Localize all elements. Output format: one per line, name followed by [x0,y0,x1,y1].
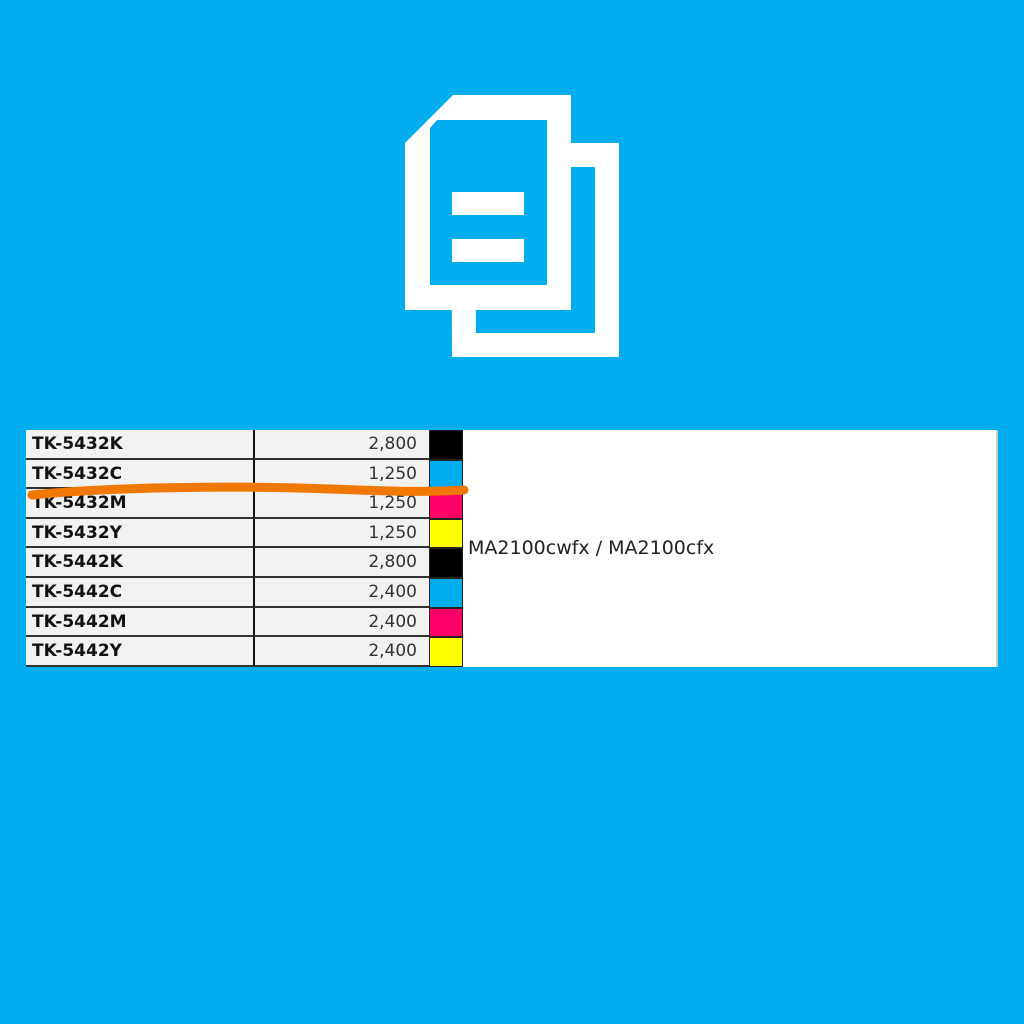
page-yield: 1,250 [253,518,429,549]
color-swatch [429,578,463,608]
toner-code: TK-5442K [26,548,253,578]
toner-table: TK-5432K 2,800 TK-5432C 1,250 TK-5432M 1… [26,430,998,667]
toner-code: TK-5432K [26,430,253,460]
color-swatch [429,607,463,638]
color-swatch [429,430,463,460]
table-row: TK-5442C 2,400 [26,578,463,608]
page-yield: 1,250 [253,489,429,519]
table-row: TK-5442K 2,800 [26,548,463,578]
toner-code: TK-5432M [26,489,253,519]
table-row: TK-5442Y 2,400 [26,637,463,667]
toner-code: TK-5442C [26,578,253,608]
printer-model: MA2100cwfx / MA2100cfx [463,430,998,667]
page-yield: 2,400 [253,578,429,608]
color-swatch [429,489,463,519]
color-swatch [429,459,463,490]
page-yield: 2,800 [253,430,429,460]
table-row: TK-5432Y 1,250 [26,518,463,549]
copy-documents-icon [405,95,619,357]
page-yield: 2,400 [253,637,429,667]
table-row: TK-5432C 1,250 [26,459,463,490]
toner-code: TK-5432C [26,459,253,490]
page-yield: 2,800 [253,548,429,578]
toner-code: TK-5432Y [26,518,253,549]
toner-code: TK-5442M [26,607,253,638]
table-row: TK-5432K 2,800 [26,430,463,460]
table-row: TK-5432M 1,250 [26,489,463,519]
page-yield: 2,400 [253,607,429,638]
color-swatch [429,548,463,578]
color-swatch [429,518,463,549]
color-swatch [429,637,463,667]
toner-code: TK-5442Y [26,637,253,667]
page-yield: 1,250 [253,459,429,490]
table-row: TK-5442M 2,400 [26,607,463,638]
